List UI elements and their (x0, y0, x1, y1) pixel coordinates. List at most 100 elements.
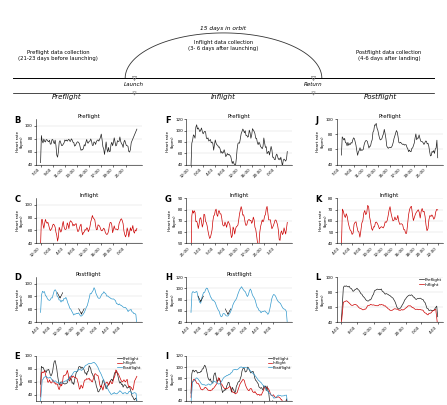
Inflight (115, 371, 120, 376)
Y-axis label: Heart rate
(bpm): Heart rate (bpm) (16, 368, 24, 389)
Text: Inflight data collection
(3- 6 days after launching): Inflight data collection (3- 6 days afte… (188, 40, 259, 51)
Postflight (38, 399, 43, 403)
Preflight (115, 372, 120, 377)
Inflight (256, 392, 261, 397)
Preflight (256, 382, 261, 386)
Text: Postflight data collection
(4-6 days after landing): Postflight data collection (4-6 days aft… (356, 50, 422, 61)
Y-axis label: Heart rate
(bpm): Heart rate (bpm) (166, 132, 174, 153)
Preflight (105, 383, 110, 388)
Text: G: G (165, 195, 172, 204)
Preflight (389, 295, 395, 300)
Preflight (52, 358, 58, 363)
Preflight (92, 377, 97, 382)
Inflight (243, 382, 248, 387)
Postflight (115, 391, 120, 396)
Inflight (188, 395, 194, 400)
Text: Preflight data collection
(21-23 days before launching): Preflight data collection (21-23 days be… (18, 50, 98, 61)
Postflight (92, 360, 97, 365)
Inflight (58, 382, 63, 386)
Postflight (239, 364, 244, 369)
Inflight (362, 307, 367, 311)
Preflight (134, 402, 139, 405)
Legend: Preflight, Inflight, Postflight: Preflight, Inflight, Postflight (267, 357, 291, 370)
Preflight (339, 318, 344, 322)
Postflight (243, 365, 248, 370)
Preflight (215, 378, 220, 383)
Inflight (216, 375, 221, 380)
Preflight (283, 401, 288, 405)
Line: Preflight: Preflight (342, 286, 438, 320)
Inflight (431, 308, 437, 313)
Preflight (358, 291, 363, 296)
Legend: Preflight, Inflight: Preflight, Inflight (419, 278, 442, 287)
Y-axis label: Heart rate
(bpm): Heart rate (bpm) (319, 210, 328, 231)
Line: Inflight: Inflight (191, 378, 287, 405)
Text: K: K (316, 195, 322, 204)
Text: Return: Return (304, 81, 322, 87)
Title: Preflight: Preflight (77, 114, 100, 119)
Inflight (344, 298, 349, 303)
Postflight (214, 381, 219, 386)
Preflight (209, 379, 215, 384)
Text: B: B (15, 116, 21, 125)
Preflight (397, 306, 402, 311)
Text: Inflight: Inflight (211, 94, 236, 100)
Postflight (285, 400, 290, 405)
Line: Postflight: Postflight (191, 367, 287, 403)
Postflight (134, 398, 139, 403)
Y-axis label: Heart rate
(bpm): Heart rate (bpm) (166, 289, 174, 310)
Y-axis label: Heart rate
(bpm): Heart rate (bpm) (166, 368, 174, 389)
Postflight (105, 386, 110, 391)
Postflight (64, 379, 69, 384)
Postflight (91, 360, 97, 364)
Y-axis label: Heart rate
(bpm): Heart rate (bpm) (16, 289, 24, 310)
Title: Inflight: Inflight (380, 193, 399, 198)
Y-axis label: Heart rate
(bpm): Heart rate (bpm) (16, 132, 24, 153)
Inflight (214, 381, 219, 386)
Inflight (397, 308, 402, 313)
Y-axis label: Heart rate
(bpm): Heart rate (bpm) (169, 210, 177, 231)
Title: Postflight: Postflight (226, 272, 252, 277)
Preflight (243, 369, 248, 374)
Preflight (265, 388, 270, 393)
Preflight (431, 308, 437, 313)
Y-axis label: Heart rate
(bpm): Heart rate (bpm) (316, 289, 325, 310)
Preflight (362, 296, 367, 301)
Y-axis label: Heart rate
(bpm): Heart rate (bpm) (16, 210, 24, 231)
Inflight (358, 306, 363, 311)
Postflight (209, 382, 214, 387)
Line: Inflight: Inflight (342, 301, 438, 326)
Text: E: E (15, 352, 20, 361)
Inflight (209, 388, 214, 392)
Text: J: J (316, 116, 318, 125)
Text: I: I (165, 352, 168, 361)
Text: 15 days in orbit: 15 days in orbit (201, 26, 246, 31)
Inflight (132, 379, 137, 384)
Preflight (435, 314, 440, 319)
Postflight (282, 393, 287, 398)
Inflight (64, 371, 69, 376)
Inflight (265, 386, 270, 390)
Text: Launch: Launch (124, 81, 144, 87)
Line: Preflight: Preflight (191, 365, 287, 405)
Text: F: F (165, 116, 171, 125)
Title: Postflight: Postflight (76, 272, 101, 277)
Preflight (188, 391, 194, 396)
Title: Inflight: Inflight (79, 193, 98, 198)
Text: Postflight: Postflight (363, 94, 396, 100)
Postflight (265, 389, 270, 394)
Inflight (113, 367, 118, 372)
Title: Preflight: Preflight (228, 114, 250, 119)
Inflight (38, 394, 43, 399)
Inflight (428, 311, 434, 315)
Text: L: L (316, 273, 320, 283)
Preflight (38, 382, 43, 387)
Inflight (389, 308, 395, 313)
Inflight (91, 374, 97, 379)
Preflight (59, 379, 64, 384)
Inflight (134, 374, 139, 379)
Title: Preflight: Preflight (378, 114, 401, 119)
Preflight (132, 398, 137, 403)
Postflight (188, 400, 194, 405)
Preflight (202, 363, 207, 368)
